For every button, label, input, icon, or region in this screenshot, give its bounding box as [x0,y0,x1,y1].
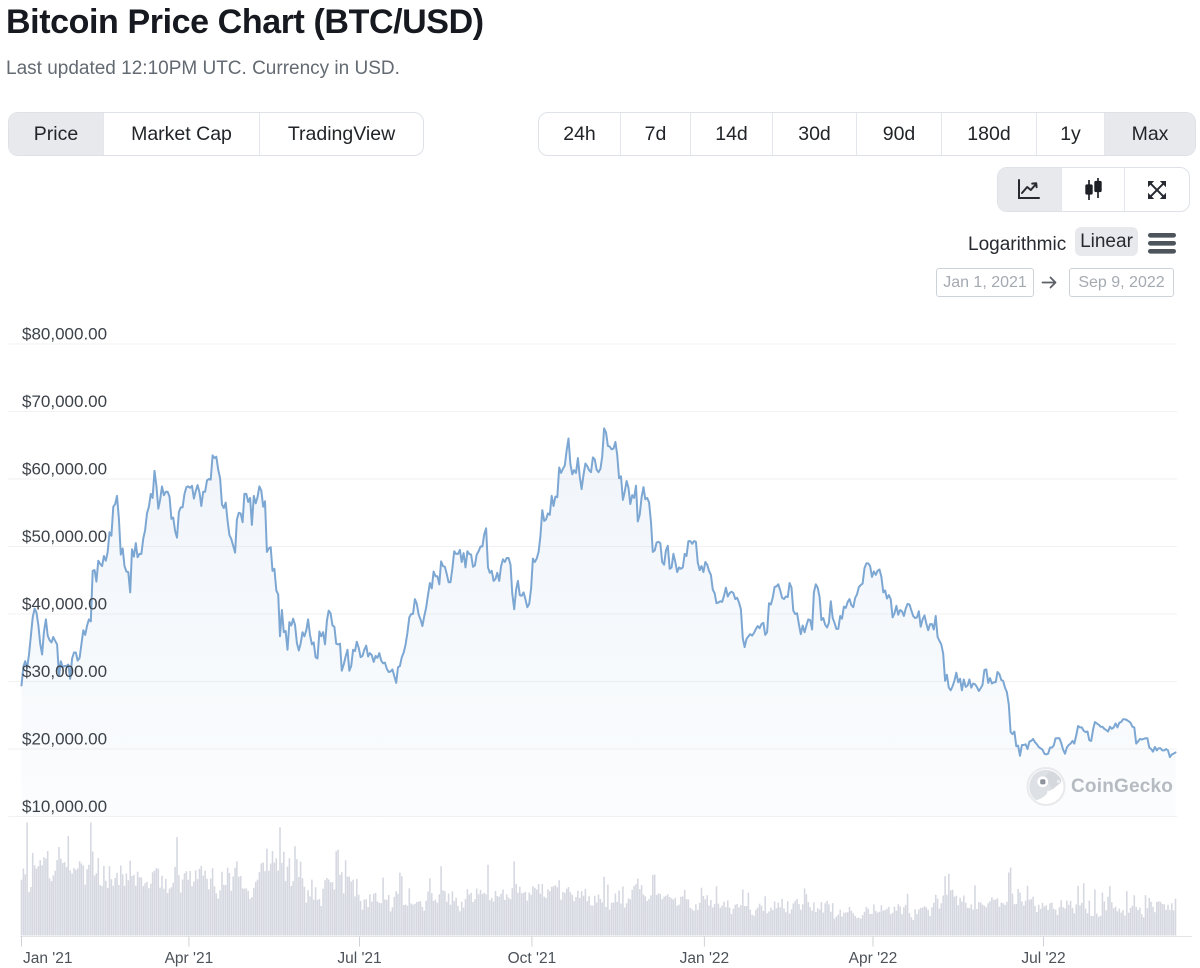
svg-text:$70,000.00: $70,000.00 [22,392,107,411]
svg-text:Apr '22: Apr '22 [849,950,898,967]
svg-text:CoinGecko: CoinGecko [1071,776,1173,797]
svg-text:Jul '22: Jul '22 [1021,950,1065,967]
svg-text:$20,000.00: $20,000.00 [22,730,107,749]
svg-text:Jan '22: Jan '22 [680,950,730,967]
svg-text:Oct '21: Oct '21 [508,950,557,967]
svg-text:$80,000.00: $80,000.00 [22,325,107,344]
svg-text:Jan '21: Jan '21 [23,950,73,967]
svg-text:$50,000.00: $50,000.00 [22,527,107,546]
svg-text:$30,000.00: $30,000.00 [22,662,107,681]
svg-text:$40,000.00: $40,000.00 [22,595,107,614]
svg-text:Jul '21: Jul '21 [337,950,381,967]
svg-text:$60,000.00: $60,000.00 [22,460,107,479]
svg-text:Apr '21: Apr '21 [165,950,214,967]
svg-text:$10,000.00: $10,000.00 [22,797,107,816]
